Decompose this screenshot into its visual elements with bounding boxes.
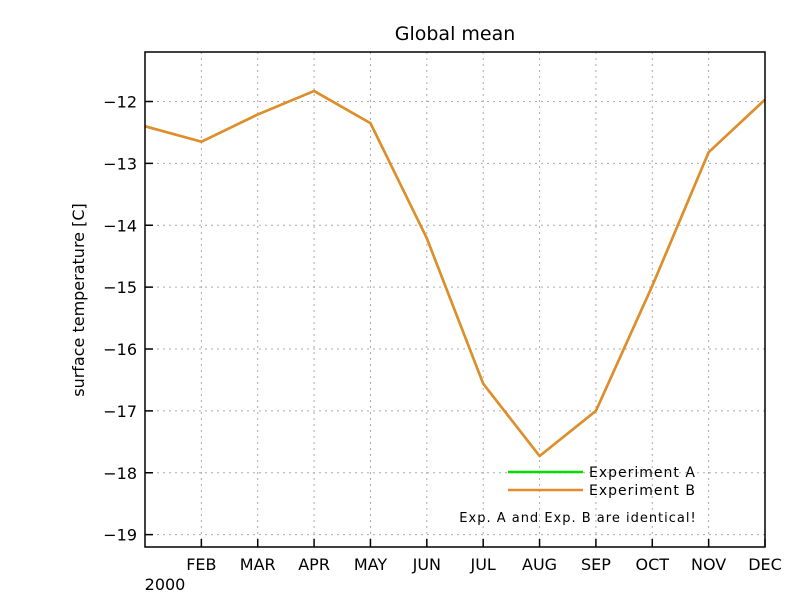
x-tick-label: JUL (470, 555, 496, 574)
x-tick-label: MAR (240, 555, 276, 574)
grid (145, 52, 765, 547)
x-tick-label: SEP (581, 555, 611, 574)
plot-frame (144, 51, 766, 548)
y-tick-label: −18 (103, 464, 137, 483)
x-axis: FEB MAR APR MAY JUN JUL AUG SEP OCT NOV DEC (186, 539, 782, 574)
x-tick-label: NOV (691, 555, 726, 574)
y-tick-label: −12 (103, 93, 137, 112)
x-tick-label: DEC (748, 555, 782, 574)
chart-title: Global mean (395, 23, 516, 45)
y-tick-label: −15 (103, 278, 137, 297)
x-year-label: 2000 (145, 575, 186, 594)
y-tick-label: −13 (103, 154, 137, 173)
x-tick-label: OCT (635, 555, 669, 574)
y-axis: −19 −18 −17 −16 −15 −14 −13 −12 (103, 93, 153, 545)
x-tick-label: AUG (522, 555, 557, 574)
series-lines (144, 89, 766, 458)
series-line-experiment-b (144, 89, 766, 458)
legend-label: Experiment A (589, 465, 696, 481)
legend-label: Experiment B (589, 483, 696, 499)
x-tick-label: MAY (354, 555, 388, 574)
y-tick-label: −19 (103, 526, 137, 545)
series-line-experiment-a (144, 89, 766, 458)
y-tick-label: −16 (103, 340, 137, 359)
legend: Experiment A Experiment B (508, 465, 696, 499)
x-tick-label: APR (298, 555, 330, 574)
y-tick-label: −14 (103, 216, 137, 235)
annotation: Exp. A and Exp. B are identical! (459, 511, 696, 526)
x-tick-label: JUN (412, 555, 441, 574)
y-tick-label: −17 (103, 402, 137, 421)
x-tick-label: FEB (186, 555, 216, 574)
y-axis-label: surface temperature [C] (69, 203, 88, 397)
